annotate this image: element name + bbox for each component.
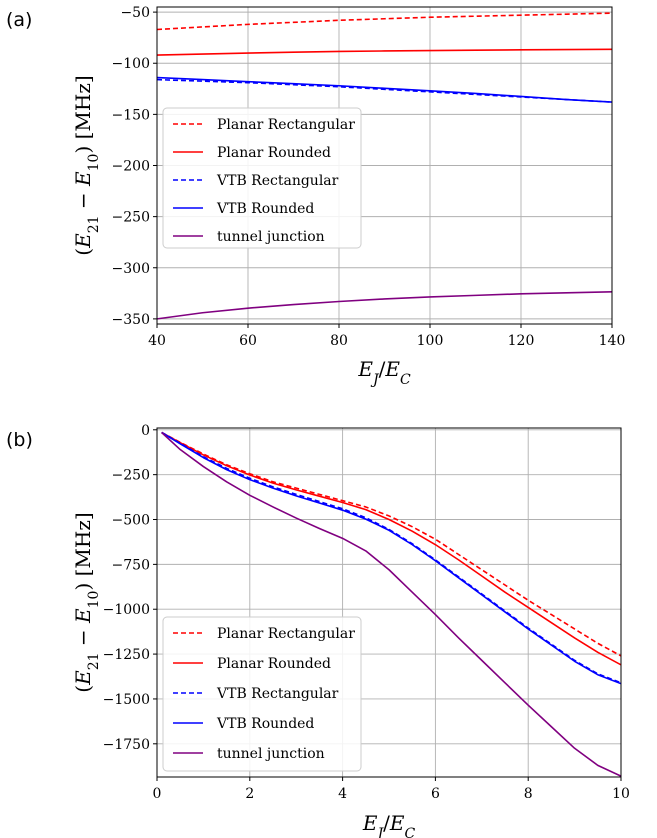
y-tick-label: −250 xyxy=(112,468,150,484)
x-tick-label: 60 xyxy=(239,333,257,349)
legend: Planar Rectangular Planar Rounded VTB Rect… xyxy=(162,107,362,249)
x-tick-label: 140 xyxy=(599,333,626,349)
chart-panel-b: 0 2 4 6 8 10 0 −250 −500 −750 −1000 −1250 −1500 −1750… xyxy=(6,423,630,838)
x-tick-label: 8 xyxy=(524,786,533,802)
y-tick-label: −750 xyxy=(112,557,150,573)
series-line-planar-rectangular xyxy=(161,431,621,657)
y-tick-label: −1000 xyxy=(103,602,150,618)
y-tick-label: −150 xyxy=(112,107,150,123)
y-tick-label: −300 xyxy=(112,261,150,277)
x-tick-label: 40 xyxy=(148,333,166,349)
series-line-tunnel-junction xyxy=(157,290,612,320)
x-tick-label: 80 xyxy=(330,333,348,349)
panel-label: (b) xyxy=(6,429,33,451)
x-tick-label: 10 xyxy=(612,786,630,802)
chart-panel-a: 40 60 80 100 120 140 −50 −100 −150 −200 −250 −300 −3… xyxy=(6,5,625,388)
legend-box xyxy=(162,107,362,249)
y-axis-label: (E21 − E10) [MHz] xyxy=(71,512,102,692)
y-tick-label: −100 xyxy=(112,56,150,72)
series-line-planar-rounded xyxy=(157,48,612,56)
y-tick-label: −1750 xyxy=(103,737,150,753)
series-line-planar-rounded xyxy=(161,431,621,666)
y-axis-label: (E21 − E10) [MHz] xyxy=(71,75,102,255)
series-group xyxy=(161,431,621,777)
y-tick-label: −350 xyxy=(112,312,150,328)
series-line-planar-rectangular xyxy=(157,12,612,31)
legend-box xyxy=(162,616,362,772)
legend: Planar Rectangular Planar Rounded VTB Rect… xyxy=(162,616,362,772)
x-tick-label: 6 xyxy=(431,786,440,802)
series-line-vtb-rounded xyxy=(161,431,621,685)
legend-label-vtb-rounded: VTB Rounded xyxy=(216,201,314,217)
series-line-tunnel-junction xyxy=(161,431,621,777)
legend-label-planar-rounded: Planar Rounded xyxy=(217,656,331,672)
x-axis-label: EJ/EC xyxy=(357,357,411,388)
x-tick-label: 120 xyxy=(508,333,535,349)
series-line-vtb-rounded xyxy=(157,76,612,103)
x-tick-label: 4 xyxy=(338,786,347,802)
legend-label-vtb-rounded: VTB Rounded xyxy=(216,716,314,732)
series-line-vtb-rectangular xyxy=(161,431,621,684)
plot-frame xyxy=(156,427,622,778)
y-tick-label: −1500 xyxy=(103,692,150,708)
legend-label-planar-rectangular: Planar Rectangular xyxy=(217,626,355,642)
legend-label-planar-rounded: Planar Rounded xyxy=(217,145,331,161)
y-tick-label: −50 xyxy=(120,5,150,21)
y-tick-label: −500 xyxy=(112,513,150,529)
x-tick-label: 0 xyxy=(153,786,162,802)
x-tick-label: 2 xyxy=(245,786,254,802)
legend-label-tunnel-junction: tunnel junction xyxy=(217,229,325,245)
y-tick-label: −250 xyxy=(112,210,150,226)
legend-label-vtb-rectangular: VTB Rectangular xyxy=(216,686,339,702)
y-tick-label: −1250 xyxy=(103,647,150,663)
y-tick-label: 0 xyxy=(141,423,150,439)
legend-label-tunnel-junction: tunnel junction xyxy=(217,746,325,762)
legend-label-vtb-rectangular: VTB Rectangular xyxy=(216,173,339,189)
panel-label: (a) xyxy=(6,9,32,31)
x-axis-label: EJ/EC xyxy=(362,811,416,838)
series-group xyxy=(157,12,612,320)
y-tick-label: −200 xyxy=(112,159,150,175)
legend-label-planar-rectangular: Planar Rectangular xyxy=(217,117,355,133)
x-tick-label: 100 xyxy=(417,333,444,349)
